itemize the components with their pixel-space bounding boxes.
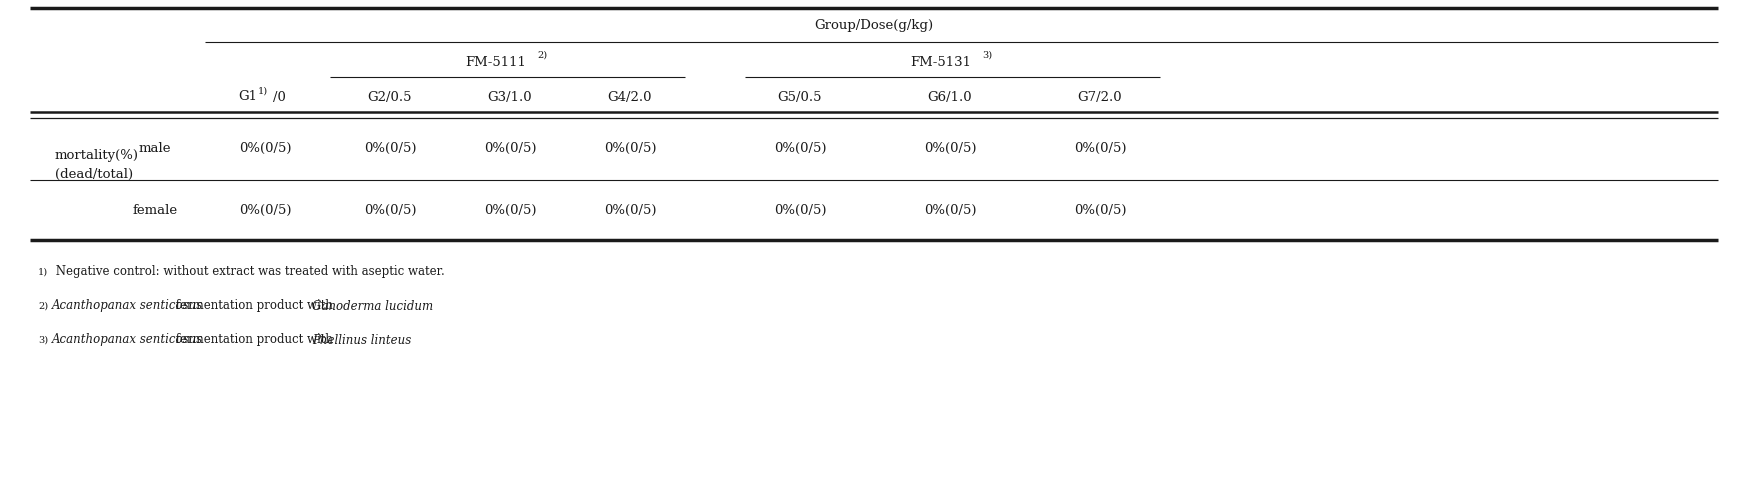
Text: 0%(0/5): 0%(0/5) [603,203,656,216]
Text: fermentation product with: fermentation product with [171,300,336,312]
Text: 2): 2) [38,302,49,310]
Text: Ganoderma lucidum: Ganoderma lucidum [311,300,434,312]
Text: G4/2.0: G4/2.0 [608,90,652,104]
Text: female: female [133,203,178,216]
Text: fermentation product with: fermentation product with [171,333,336,347]
Text: 3): 3) [38,335,49,345]
Text: 0%(0/5): 0%(0/5) [923,141,975,154]
Text: 1): 1) [38,267,49,276]
Text: Phellinus linteus: Phellinus linteus [311,333,411,347]
Text: (dead/total): (dead/total) [54,168,133,181]
Text: 0%(0/5): 0%(0/5) [774,141,827,154]
Text: 0%(0/5): 0%(0/5) [1073,203,1126,216]
Text: FM-5111: FM-5111 [465,56,526,68]
Text: 0%(0/5): 0%(0/5) [774,203,827,216]
Text: Acanthopanax senticosus: Acanthopanax senticosus [52,300,203,312]
Text: G3/1.0: G3/1.0 [488,90,533,104]
Text: 0%(0/5): 0%(0/5) [239,203,292,216]
Text: 0%(0/5): 0%(0/5) [484,141,537,154]
Text: 1): 1) [259,86,267,96]
Text: G6/1.0: G6/1.0 [928,90,972,104]
Text: 0%(0/5): 0%(0/5) [364,203,416,216]
Text: /0: /0 [273,90,287,104]
Text: 0%(0/5): 0%(0/5) [923,203,975,216]
Text: 3): 3) [982,51,993,60]
Text: Group/Dose(g/kg): Group/Dose(g/kg) [815,19,933,33]
Text: Negative control: without extract was treated with aseptic water.: Negative control: without extract was tr… [52,265,444,278]
Text: 2): 2) [537,51,547,60]
Text: Acanthopanax senticosus: Acanthopanax senticosus [52,333,203,347]
Text: G7/2.0: G7/2.0 [1079,90,1122,104]
Text: 0%(0/5): 0%(0/5) [603,141,656,154]
Text: male: male [138,141,171,154]
Text: G1: G1 [238,90,257,104]
Text: FM-5131: FM-5131 [911,56,970,68]
Text: G2/0.5: G2/0.5 [367,90,413,104]
Text: G5/0.5: G5/0.5 [778,90,822,104]
Text: 0%(0/5): 0%(0/5) [364,141,416,154]
Text: 0%(0/5): 0%(0/5) [484,203,537,216]
Text: mortality(%): mortality(%) [54,149,140,163]
Text: 0%(0/5): 0%(0/5) [1073,141,1126,154]
Text: 0%(0/5): 0%(0/5) [239,141,292,154]
